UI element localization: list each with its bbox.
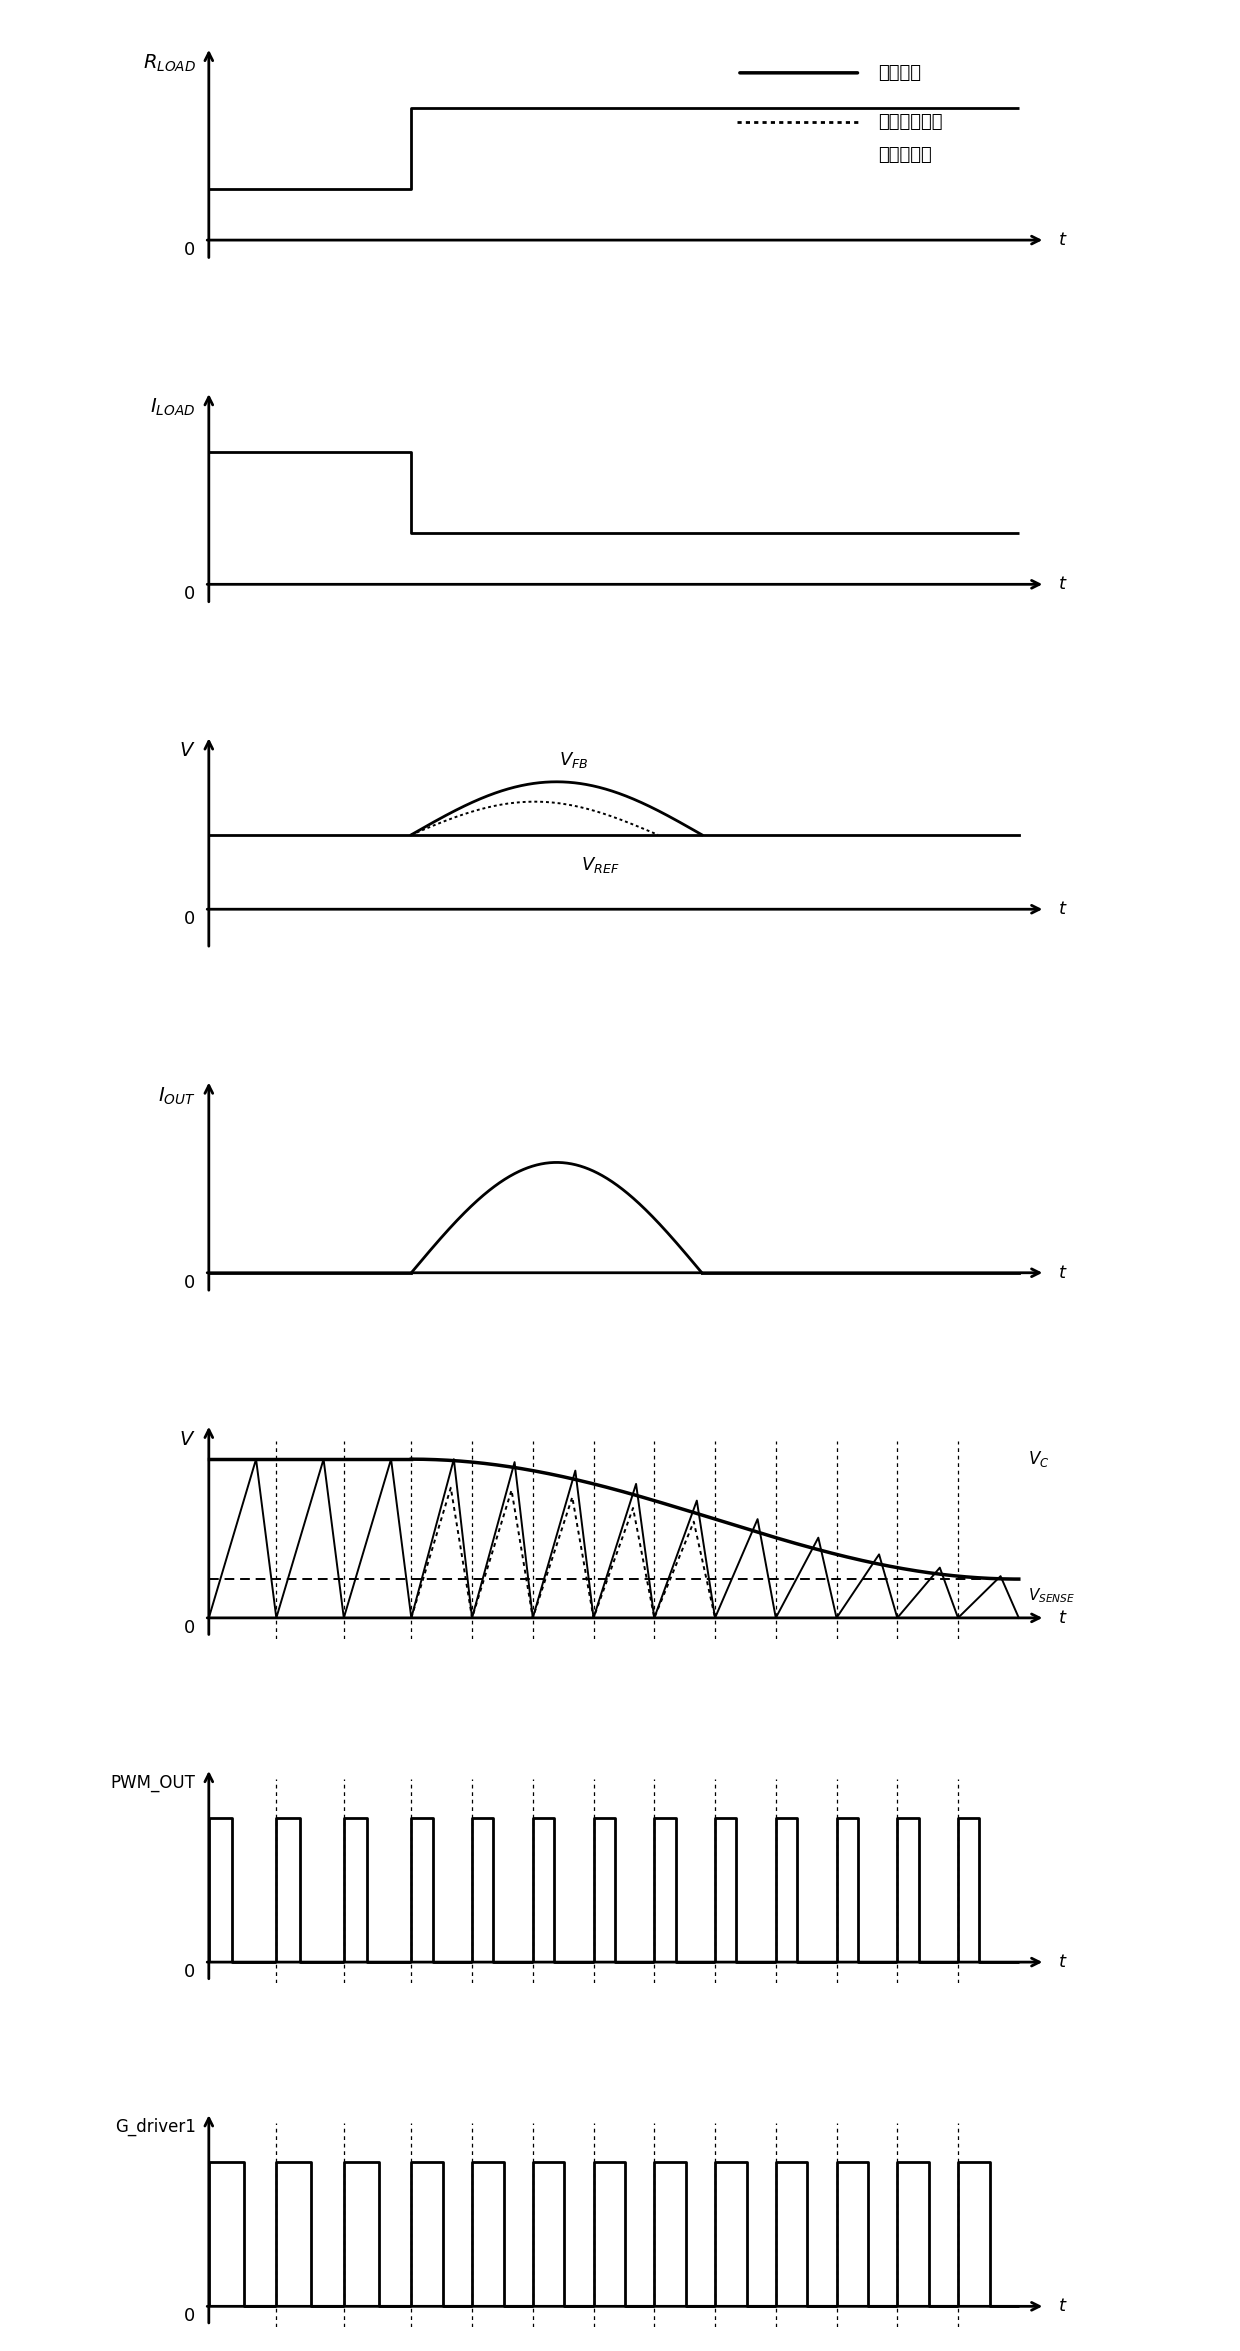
Text: $V$: $V$: [179, 741, 196, 759]
Text: t: t: [1059, 1265, 1065, 1281]
Text: t: t: [1059, 1954, 1065, 1970]
Text: 0: 0: [185, 1274, 196, 1291]
Text: 增加自适应瞬: 增加自适应瞬: [878, 113, 942, 132]
Text: $V_{FB}$: $V_{FB}$: [559, 750, 589, 771]
Text: 0: 0: [185, 910, 196, 929]
Text: $V$: $V$: [179, 1429, 196, 1448]
Text: PWM_OUT: PWM_OUT: [110, 1775, 196, 1791]
Text: $I_{OUT}$: $I_{OUT}$: [157, 1086, 196, 1107]
Text: 0: 0: [185, 1620, 196, 1636]
Text: 态优化模块: 态优化模块: [878, 146, 931, 165]
Text: $V_{REF}$: $V_{REF}$: [582, 856, 620, 875]
Text: 0: 0: [185, 242, 196, 259]
Text: 0: 0: [185, 2306, 196, 2325]
Text: t: t: [1059, 900, 1065, 919]
Text: $V_{SENSE}$: $V_{SENSE}$: [1028, 1587, 1075, 1606]
Text: t: t: [1059, 576, 1065, 592]
Text: t: t: [1059, 230, 1065, 249]
Text: $V_C$: $V_C$: [1028, 1448, 1049, 1469]
Text: $R_{LOAD}$: $R_{LOAD}$: [143, 52, 196, 75]
Text: 0: 0: [185, 1963, 196, 1982]
Text: 0: 0: [185, 585, 196, 604]
Text: G_driver1: G_driver1: [115, 2118, 196, 2137]
Text: t: t: [1059, 1608, 1065, 1627]
Text: t: t: [1059, 2297, 1065, 2316]
Text: $I_{LOAD}$: $I_{LOAD}$: [150, 397, 196, 418]
Text: 传统结构: 传统结构: [878, 63, 921, 82]
